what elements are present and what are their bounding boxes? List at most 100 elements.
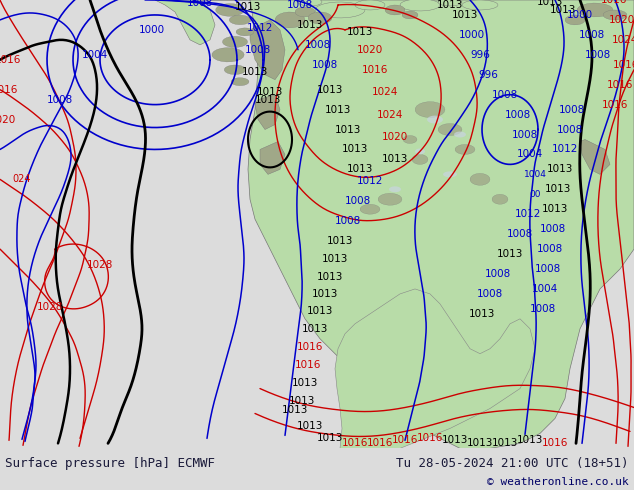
Text: © weatheronline.co.uk: © weatheronline.co.uk xyxy=(488,477,629,487)
Polygon shape xyxy=(565,15,585,25)
Text: 1004: 1004 xyxy=(82,50,108,60)
Text: 1024: 1024 xyxy=(372,87,398,97)
Polygon shape xyxy=(223,36,248,48)
Text: 1008: 1008 xyxy=(557,124,583,135)
Text: 1004: 1004 xyxy=(517,149,543,159)
Text: 1024: 1024 xyxy=(612,35,634,45)
Text: 1013: 1013 xyxy=(492,439,518,448)
Text: 1008: 1008 xyxy=(187,0,213,8)
Text: 1024: 1024 xyxy=(377,110,403,120)
Text: 1013: 1013 xyxy=(302,324,328,334)
Text: 1013: 1013 xyxy=(469,309,495,319)
Text: 1020: 1020 xyxy=(609,15,634,25)
Text: 1008: 1008 xyxy=(512,129,538,140)
Text: 1013: 1013 xyxy=(297,20,323,30)
Polygon shape xyxy=(260,142,285,174)
Text: 1008: 1008 xyxy=(579,30,605,40)
Text: 1013: 1013 xyxy=(437,0,463,10)
Text: 1013: 1013 xyxy=(347,27,373,37)
Text: 1013: 1013 xyxy=(347,164,373,174)
Polygon shape xyxy=(160,0,634,448)
Polygon shape xyxy=(455,145,475,154)
Text: 1013: 1013 xyxy=(452,10,478,20)
Polygon shape xyxy=(603,10,627,20)
Text: 1008: 1008 xyxy=(305,40,331,50)
Polygon shape xyxy=(403,136,417,144)
Text: 1013: 1013 xyxy=(317,433,343,443)
Text: 1013: 1013 xyxy=(547,164,573,174)
Polygon shape xyxy=(400,0,440,11)
Text: 1013: 1013 xyxy=(325,104,351,115)
Text: 1013: 1013 xyxy=(289,395,315,406)
Text: 1008: 1008 xyxy=(477,289,503,299)
Text: 1008: 1008 xyxy=(485,269,511,279)
Text: Surface pressure [hPa] ECMWF: Surface pressure [hPa] ECMWF xyxy=(5,458,215,470)
Polygon shape xyxy=(335,289,535,448)
Polygon shape xyxy=(378,194,402,205)
Text: 996: 996 xyxy=(478,70,498,80)
Text: 1013: 1013 xyxy=(442,436,468,445)
Text: 1016: 1016 xyxy=(297,342,323,352)
Polygon shape xyxy=(454,131,466,138)
Polygon shape xyxy=(443,172,457,177)
Text: 1013: 1013 xyxy=(255,95,281,105)
Polygon shape xyxy=(385,5,405,15)
Text: 1012: 1012 xyxy=(515,209,541,219)
Text: 996: 996 xyxy=(470,50,490,60)
Text: 1004: 1004 xyxy=(524,170,547,179)
Text: 1013: 1013 xyxy=(467,439,493,448)
Polygon shape xyxy=(224,65,246,74)
Text: 1016: 1016 xyxy=(392,436,418,445)
Text: 1004: 1004 xyxy=(532,284,558,294)
Text: 1008: 1008 xyxy=(559,104,585,115)
Text: 1016: 1016 xyxy=(542,439,568,448)
Polygon shape xyxy=(412,154,428,164)
Polygon shape xyxy=(295,7,315,17)
Text: 1012: 1012 xyxy=(357,176,383,186)
Polygon shape xyxy=(255,95,280,129)
Text: 1016: 1016 xyxy=(613,60,634,70)
Text: 1013: 1013 xyxy=(542,204,568,214)
Text: 024: 024 xyxy=(13,174,31,184)
Polygon shape xyxy=(492,195,508,204)
Text: 1028: 1028 xyxy=(37,302,63,312)
Polygon shape xyxy=(438,123,462,135)
Text: 1013: 1013 xyxy=(307,306,333,316)
Text: 1013: 1013 xyxy=(545,184,571,195)
Text: 1008: 1008 xyxy=(245,45,271,55)
Text: 1008: 1008 xyxy=(335,216,361,226)
Polygon shape xyxy=(389,186,401,192)
Polygon shape xyxy=(212,48,244,62)
Text: 1013: 1013 xyxy=(312,289,338,299)
Text: 1016: 1016 xyxy=(0,85,18,95)
Text: 1013: 1013 xyxy=(335,124,361,135)
Text: 1020: 1020 xyxy=(382,132,408,143)
Polygon shape xyxy=(402,11,418,19)
Polygon shape xyxy=(580,140,610,174)
Text: 1008: 1008 xyxy=(530,304,556,314)
Text: 1016: 1016 xyxy=(601,0,627,5)
Text: 1013: 1013 xyxy=(550,5,576,15)
Text: 1000: 1000 xyxy=(139,25,165,35)
Polygon shape xyxy=(462,0,498,10)
Text: 1008: 1008 xyxy=(287,0,313,10)
Text: 1016: 1016 xyxy=(295,360,321,369)
Text: 1013: 1013 xyxy=(382,154,408,165)
Text: 1008: 1008 xyxy=(540,224,566,234)
Text: 1016: 1016 xyxy=(0,55,21,65)
Text: 1013: 1013 xyxy=(297,421,323,431)
Text: 1012: 1012 xyxy=(247,23,273,33)
Text: 1016: 1016 xyxy=(362,65,388,75)
Text: 1013: 1013 xyxy=(292,378,318,388)
Text: 1016: 1016 xyxy=(342,439,368,448)
Text: 1000: 1000 xyxy=(459,30,485,40)
Polygon shape xyxy=(355,0,385,10)
Text: 00: 00 xyxy=(529,190,541,199)
Text: 1012: 1012 xyxy=(552,145,578,154)
Text: 1016: 1016 xyxy=(607,80,633,90)
Polygon shape xyxy=(315,2,365,18)
Text: 1016: 1016 xyxy=(417,433,443,443)
Polygon shape xyxy=(577,3,613,17)
Text: 1020: 1020 xyxy=(357,45,383,55)
Polygon shape xyxy=(438,0,462,6)
